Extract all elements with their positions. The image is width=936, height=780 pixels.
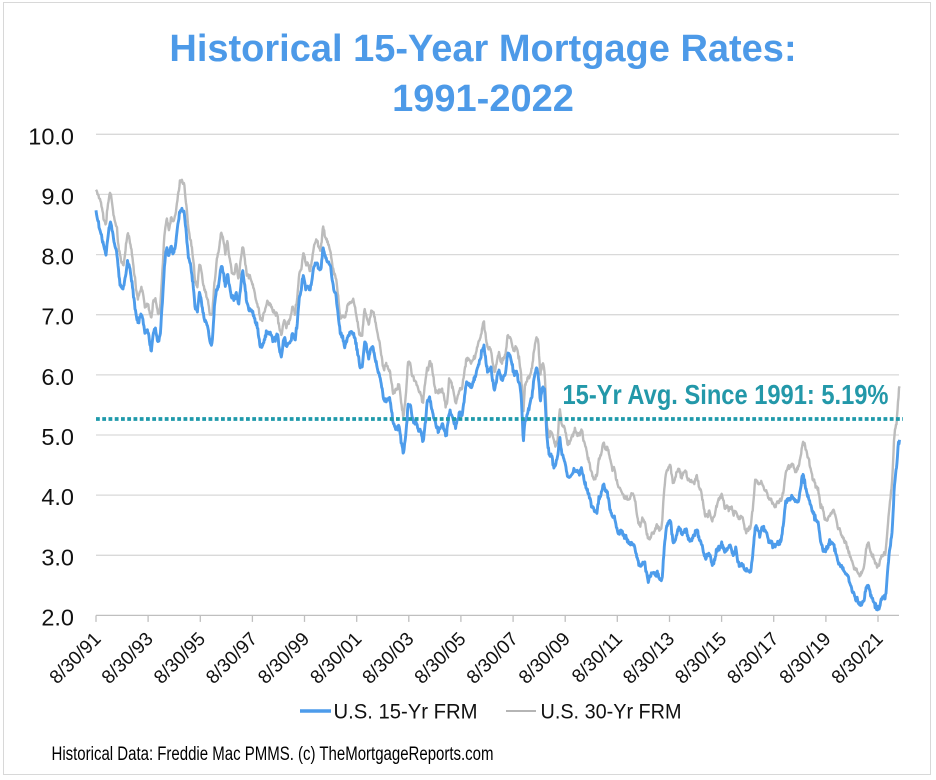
svg-text:8/30/97: 8/30/97	[202, 629, 262, 689]
svg-text:8/30/99: 8/30/99	[254, 629, 314, 689]
svg-text:8/30/95: 8/30/95	[150, 629, 210, 689]
svg-text:8.0: 8.0	[41, 244, 74, 270]
svg-text:8/30/11: 8/30/11	[568, 629, 627, 688]
svg-text:8/30/21: 8/30/21	[828, 629, 888, 689]
svg-text:8/30/09: 8/30/09	[515, 629, 575, 689]
svg-text:8/30/91: 8/30/91	[46, 629, 106, 689]
svg-text:8/30/93: 8/30/93	[98, 629, 158, 689]
svg-text:8/30/17: 8/30/17	[724, 629, 784, 689]
svg-text:8/30/19: 8/30/19	[776, 629, 836, 689]
svg-text:7.0: 7.0	[41, 304, 74, 330]
svg-text:U.S. 15-Yr FRM: U.S. 15-Yr FRM	[334, 700, 478, 724]
svg-text:5.0: 5.0	[41, 424, 74, 450]
svg-text:8/30/03: 8/30/03	[359, 629, 419, 689]
svg-text:3.0: 3.0	[41, 544, 74, 570]
svg-text:8/30/15: 8/30/15	[671, 629, 731, 689]
svg-text:9.0: 9.0	[41, 183, 74, 209]
svg-text:8/30/07: 8/30/07	[463, 629, 523, 689]
svg-text:8/30/13: 8/30/13	[619, 629, 679, 689]
svg-text:U.S. 30-Yr FRM: U.S. 30-Yr FRM	[541, 700, 682, 724]
svg-text:8/30/05: 8/30/05	[411, 629, 471, 689]
svg-text:8/30/01: 8/30/01	[307, 629, 367, 689]
svg-text:4.0: 4.0	[41, 484, 74, 510]
svg-text:2.0: 2.0	[41, 604, 74, 630]
svg-text:15-Yr Avg. Since 1991: 5.19%: 15-Yr Avg. Since 1991: 5.19%	[563, 379, 889, 410]
svg-text:10.0: 10.0	[28, 123, 74, 149]
svg-text:Historical Data: Freddie Mac P: Historical Data: Freddie Mac PMMS. (c) T…	[52, 744, 494, 765]
svg-text:6.0: 6.0	[41, 364, 74, 390]
